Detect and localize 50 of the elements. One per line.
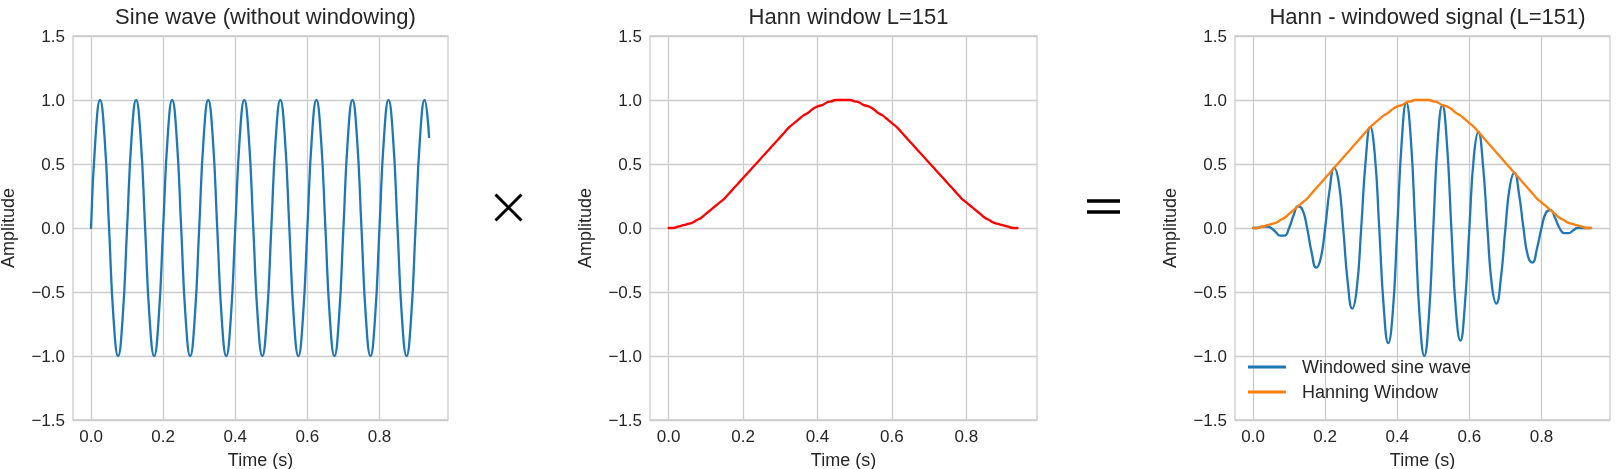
x-tick-label: 0.2 <box>1313 427 1337 446</box>
y-tick-label: −0.5 <box>1193 282 1227 302</box>
x-tick-label: 0.4 <box>1385 427 1410 446</box>
chart-title: Hann - windowed signal (L=151) <box>1269 3 1586 29</box>
x-tick-label: 0.6 <box>1457 427 1482 446</box>
chart-title: Sine wave (without windowing) <box>115 3 416 29</box>
y-tick-label: 1.5 <box>1203 26 1227 46</box>
x-tick-label: 0.6 <box>295 427 320 446</box>
x-tick-label: 0.8 <box>1529 427 1554 446</box>
y-tick-label: −1.0 <box>31 346 65 366</box>
y-tick-label: 0.5 <box>41 154 65 174</box>
x-tick-label: 0.4 <box>223 427 248 446</box>
x-tick-label: 0.8 <box>367 427 392 446</box>
x-axis-title: Time (s) <box>227 450 294 469</box>
y-tick-label: 0.5 <box>1203 154 1227 174</box>
y-tick-label: −1.0 <box>608 346 642 366</box>
y-tick-label: −0.5 <box>31 282 65 302</box>
y-axis-title: Amplitude <box>575 187 595 269</box>
y-tick-label: 1.0 <box>41 90 65 110</box>
x-tick-label: 0.4 <box>805 427 830 446</box>
x-tick-label: 0.6 <box>880 427 904 446</box>
y-tick-label: −1.5 <box>31 410 65 430</box>
x-tick-label: 0.2 <box>731 427 755 446</box>
x-axis-title: Time (s) <box>810 450 877 469</box>
y-tick-label: −0.5 <box>608 282 642 302</box>
y-tick-label: 1.5 <box>41 26 65 46</box>
y-tick-label: 0.0 <box>1203 218 1227 238</box>
chart-title: Hann window L=151 <box>748 3 949 29</box>
x-tick-label: 0.0 <box>79 427 103 446</box>
y-tick-label: 1.0 <box>1203 90 1227 110</box>
y-tick-label: 1.0 <box>618 90 642 110</box>
y-tick-label: −1.0 <box>1193 346 1227 366</box>
y-tick-label: 1.5 <box>618 26 642 46</box>
x-tick-label: 0.8 <box>954 427 979 446</box>
legend-label: Windowed sine wave <box>1302 357 1472 377</box>
line-series <box>89 98 431 358</box>
x-tick-label: 0.0 <box>656 427 681 446</box>
line-series <box>1251 98 1593 230</box>
y-tick-label: −1.5 <box>1193 410 1227 430</box>
y-axis-title: Amplitude <box>1160 187 1180 269</box>
x-axis-title: Time (s) <box>1389 450 1456 469</box>
y-axis-title: Amplitude <box>0 187 18 269</box>
y-tick-label: 0.5 <box>618 154 642 174</box>
line-series <box>667 98 1019 230</box>
y-tick-label: −1.5 <box>608 410 642 430</box>
legend-label: Hanning Window <box>1302 382 1440 402</box>
y-tick-label: 0.0 <box>41 218 65 238</box>
x-tick-label: 0.0 <box>1241 427 1265 446</box>
x-tick-label: 0.2 <box>151 427 175 446</box>
y-tick-label: 0.0 <box>618 218 642 238</box>
